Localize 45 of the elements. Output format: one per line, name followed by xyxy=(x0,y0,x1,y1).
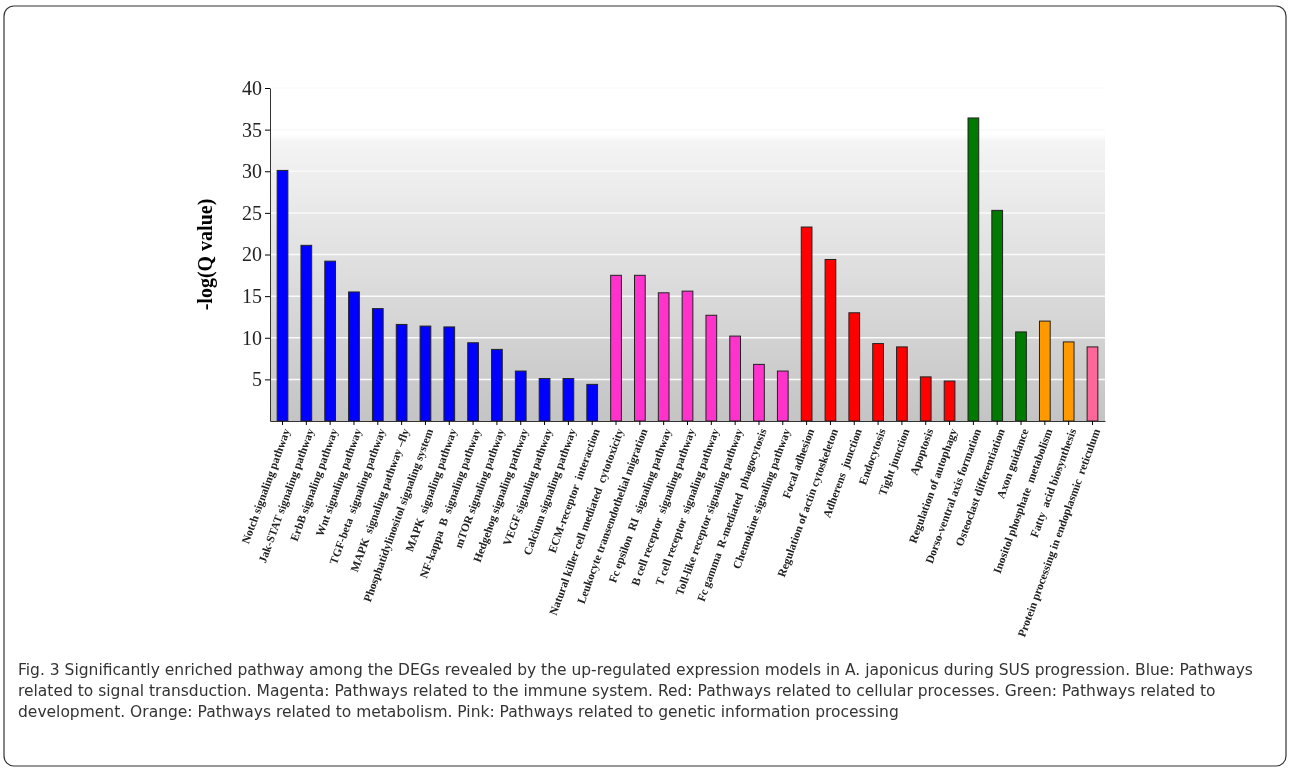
y-tick-label: 25 xyxy=(242,201,262,224)
bar xyxy=(491,348,503,422)
bar xyxy=(919,376,932,422)
bar xyxy=(991,209,1004,422)
bar xyxy=(586,383,599,422)
y-tick-label: 35 xyxy=(242,118,262,141)
y-tick-label: 40 xyxy=(242,76,262,99)
bar xyxy=(967,117,980,422)
bar xyxy=(324,260,337,422)
bar xyxy=(872,343,884,422)
bar xyxy=(776,370,789,422)
bar xyxy=(1062,341,1075,422)
bar xyxy=(848,312,861,422)
y-tick-label: 30 xyxy=(242,160,262,183)
bar xyxy=(371,308,384,422)
bar xyxy=(1015,331,1027,422)
bar xyxy=(896,346,908,422)
bar xyxy=(824,259,837,422)
bar xyxy=(395,323,408,422)
bar xyxy=(1038,320,1051,422)
y-tick-label: 20 xyxy=(242,243,262,266)
y-tick-label: 5 xyxy=(252,368,262,391)
bar xyxy=(300,244,313,422)
y-tick-label: 10 xyxy=(242,326,262,349)
bar xyxy=(657,292,670,422)
bar xyxy=(705,314,718,422)
bar xyxy=(419,325,432,422)
bar xyxy=(538,378,551,422)
bar xyxy=(467,342,479,422)
bar xyxy=(610,274,622,422)
bar xyxy=(1086,346,1099,422)
bar xyxy=(753,363,765,422)
bar xyxy=(633,274,646,422)
bar xyxy=(562,378,575,422)
bar xyxy=(443,326,456,422)
bar xyxy=(348,291,360,422)
bar xyxy=(800,226,813,422)
bar xyxy=(681,290,694,422)
y-tick-label: 15 xyxy=(242,285,262,308)
caption: Fig. 3 Significantly enriched pathway among the DEGs revealed by the up-regulated expression models in A. japonicus during SUS progression. Blue: Pathways related to signal transduction. Magenta: Pathways related to the immune system. Red: Pathways related to cellular processes. Green: Pathways related to development. Orange: Pathways related to metabolism. Pink: Pathways related to genetic information processing xyxy=(18,660,1254,723)
bar xyxy=(276,169,289,422)
y-axis-title: -log(Q value) xyxy=(194,198,217,311)
bar xyxy=(729,335,742,422)
bar xyxy=(514,370,527,422)
bar xyxy=(943,380,956,422)
